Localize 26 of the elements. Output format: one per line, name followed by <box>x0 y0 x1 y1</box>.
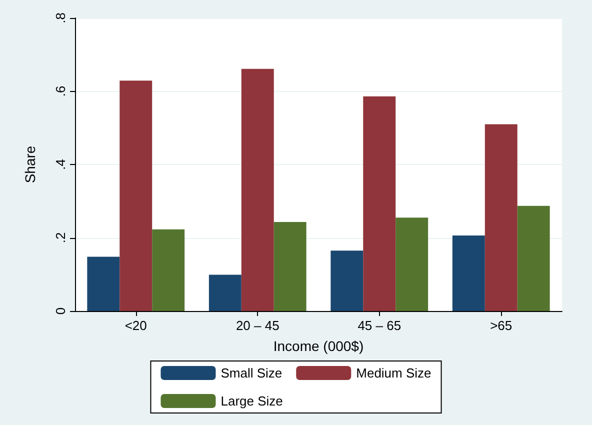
x-axis-title: Income (000$) <box>273 338 364 354</box>
y-axis-title: Share <box>22 146 38 184</box>
bar <box>87 256 120 311</box>
x-tick-label: 20 – 45 <box>236 318 280 333</box>
bar <box>363 96 396 311</box>
y-tick-label: .6 <box>53 86 68 97</box>
legend-label: Large Size <box>220 394 283 408</box>
y-tick-label: .4 <box>53 159 68 170</box>
bar <box>452 236 485 311</box>
bar <box>517 206 550 311</box>
x-tick-label: 45 – 65 <box>358 318 402 333</box>
legend-label: Medium Size <box>356 366 432 380</box>
bar <box>241 68 274 311</box>
bar <box>484 124 518 311</box>
y-tick-label: .2 <box>53 232 68 244</box>
bar <box>396 218 428 311</box>
bar <box>120 80 152 311</box>
bar <box>274 222 306 311</box>
x-tick-label: >65 <box>490 318 512 333</box>
bar <box>208 274 242 311</box>
legend-label: Small Size <box>220 366 282 380</box>
y-tick-label: .8 <box>53 12 68 24</box>
bar <box>152 229 185 311</box>
y-tick-label: 0 <box>53 307 68 315</box>
bar <box>330 250 364 311</box>
x-tick-label: <20 <box>124 318 147 333</box>
